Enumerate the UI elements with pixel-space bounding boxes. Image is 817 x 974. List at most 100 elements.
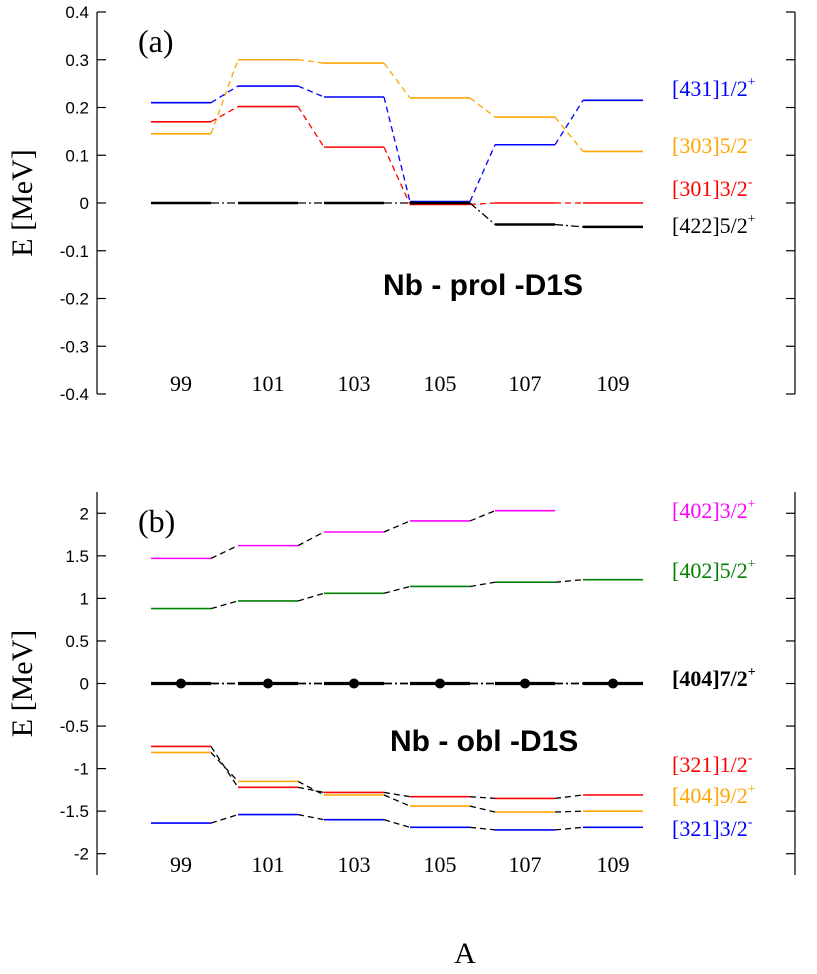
- y-tick-label: -0.2: [60, 290, 89, 309]
- series--321-3-2: [321]3/2-: [151, 813, 753, 841]
- level-point: [520, 678, 530, 689]
- level-connector: [297, 780, 325, 796]
- y-tick-label: 1.5: [65, 547, 89, 566]
- y-tick-label: 0.3: [65, 51, 89, 70]
- level-connector: [383, 819, 411, 828]
- level-connector: [297, 531, 325, 547]
- panel-annotation: Nb - prol -D1S: [383, 269, 583, 302]
- state-label: [301]3/2-: [672, 175, 753, 201]
- level-connector: [297, 85, 325, 98]
- series--321-1-2: [321]1/2-: [151, 745, 753, 800]
- y-tick-label: 0: [80, 675, 89, 694]
- x-tick-label: 105: [424, 852, 457, 877]
- level-connector: [210, 813, 239, 824]
- level-connector: [383, 96, 411, 202]
- level-connector: [554, 223, 584, 228]
- level-point: [349, 678, 359, 689]
- level-connector: [383, 794, 411, 807]
- level-connector: [210, 105, 239, 123]
- level-connector: [469, 581, 496, 588]
- panel-b: -2 -1.5 -1 -0.5 0 0.5 1 1.5 2 99 101 103 105 107 109 (b…: [6, 492, 796, 877]
- level-connector: [383, 585, 411, 594]
- state-label: [321]1/2-: [672, 751, 753, 777]
- x-tick-label: 107: [509, 371, 542, 396]
- level-point: [608, 678, 618, 689]
- y-tick-label: 0.4: [65, 3, 89, 22]
- series--301-3-2: [301]3/2-: [151, 105, 753, 206]
- x-tick-label: 105: [424, 371, 457, 396]
- series--404-9-2: [404]9/2+: [151, 751, 756, 813]
- y-tick-label: 0.5: [65, 632, 89, 651]
- level-connector: [210, 545, 239, 559]
- level-connector: [210, 85, 239, 104]
- level-connector: [297, 786, 325, 794]
- x-tick-label: 109: [597, 852, 630, 877]
- level-connector: [554, 99, 584, 146]
- x-tick-label: 101: [252, 852, 285, 877]
- x-tick-label: 103: [338, 371, 371, 396]
- level-connector: [210, 600, 239, 610]
- level-connector: [383, 520, 411, 533]
- y-tick-label: -0.5: [60, 717, 89, 736]
- state-label: [402]3/2+: [672, 497, 756, 523]
- x-axis-title: A: [454, 937, 476, 970]
- y-tick-label: 1: [80, 589, 89, 608]
- x-tick-label: 101: [252, 371, 285, 396]
- level-connector: [554, 794, 584, 800]
- level-connector: [469, 510, 496, 522]
- level-connector: [383, 146, 411, 205]
- y-tick-label: 0.2: [65, 99, 89, 118]
- panel-label: (b): [138, 503, 175, 539]
- y-tick-label: -1: [74, 760, 89, 779]
- level-point: [263, 678, 273, 689]
- level-connector: [469, 796, 496, 800]
- level-connector: [554, 826, 584, 831]
- level-connector: [554, 116, 584, 152]
- series--404-7-2: [404]7/2+: [151, 665, 756, 691]
- y-axis-title: E [MeV]: [6, 630, 39, 737]
- series--303-5-2: [303]5/2-: [151, 58, 753, 158]
- series--431-1-2: [431]1/2+: [151, 75, 756, 203]
- level-connector: [297, 592, 325, 602]
- level-point: [176, 678, 186, 689]
- level-connector: [297, 106, 325, 148]
- level-connector: [554, 579, 584, 583]
- level-connector: [210, 746, 239, 788]
- panel-annotation: Nb - obl -D1S: [390, 725, 578, 758]
- series--422-5-2: [422]5/2+: [151, 201, 756, 238]
- state-label: [303]5/2-: [672, 132, 753, 158]
- y-tick-label: -2: [74, 845, 89, 864]
- level-connector: [210, 59, 239, 134]
- level-connector: [297, 813, 325, 821]
- level-connector: [469, 826, 496, 831]
- y-tick-label: -1.5: [60, 802, 89, 821]
- panel-label: (a): [138, 23, 174, 59]
- x-tick-label: 99: [170, 371, 192, 396]
- state-label: [404]9/2+: [672, 782, 756, 808]
- level-connector: [469, 805, 496, 813]
- x-tick-label: 103: [338, 852, 371, 877]
- y-axis-title: E [MeV]: [6, 149, 39, 256]
- x-tick-label: 107: [509, 852, 542, 877]
- y-tick-label: 0.1: [65, 146, 89, 165]
- level-connector: [210, 751, 239, 782]
- level-point: [435, 678, 445, 689]
- y-tick-label: 2: [80, 504, 89, 523]
- series--402-5-2: [402]5/2+: [151, 557, 756, 610]
- level-connector: [297, 59, 325, 64]
- level-connector: [383, 791, 411, 798]
- series--402-3-2: [402]3/2+: [151, 497, 756, 560]
- state-label: [422]5/2+: [672, 212, 756, 238]
- level-connector: [469, 97, 496, 118]
- state-label: [431]1/2+: [672, 75, 756, 101]
- x-tick-label: 109: [597, 371, 630, 396]
- level-connector: [469, 202, 496, 206]
- y-tick-label: -0.4: [60, 385, 89, 404]
- y-tick-label: -0.3: [60, 337, 89, 356]
- y-tick-label: -0.1: [60, 242, 89, 261]
- state-label: [404]7/2+: [672, 665, 756, 691]
- state-label: [321]3/2-: [672, 815, 753, 841]
- state-label: [402]5/2+: [672, 557, 756, 583]
- y-tick-label: 0: [80, 194, 89, 213]
